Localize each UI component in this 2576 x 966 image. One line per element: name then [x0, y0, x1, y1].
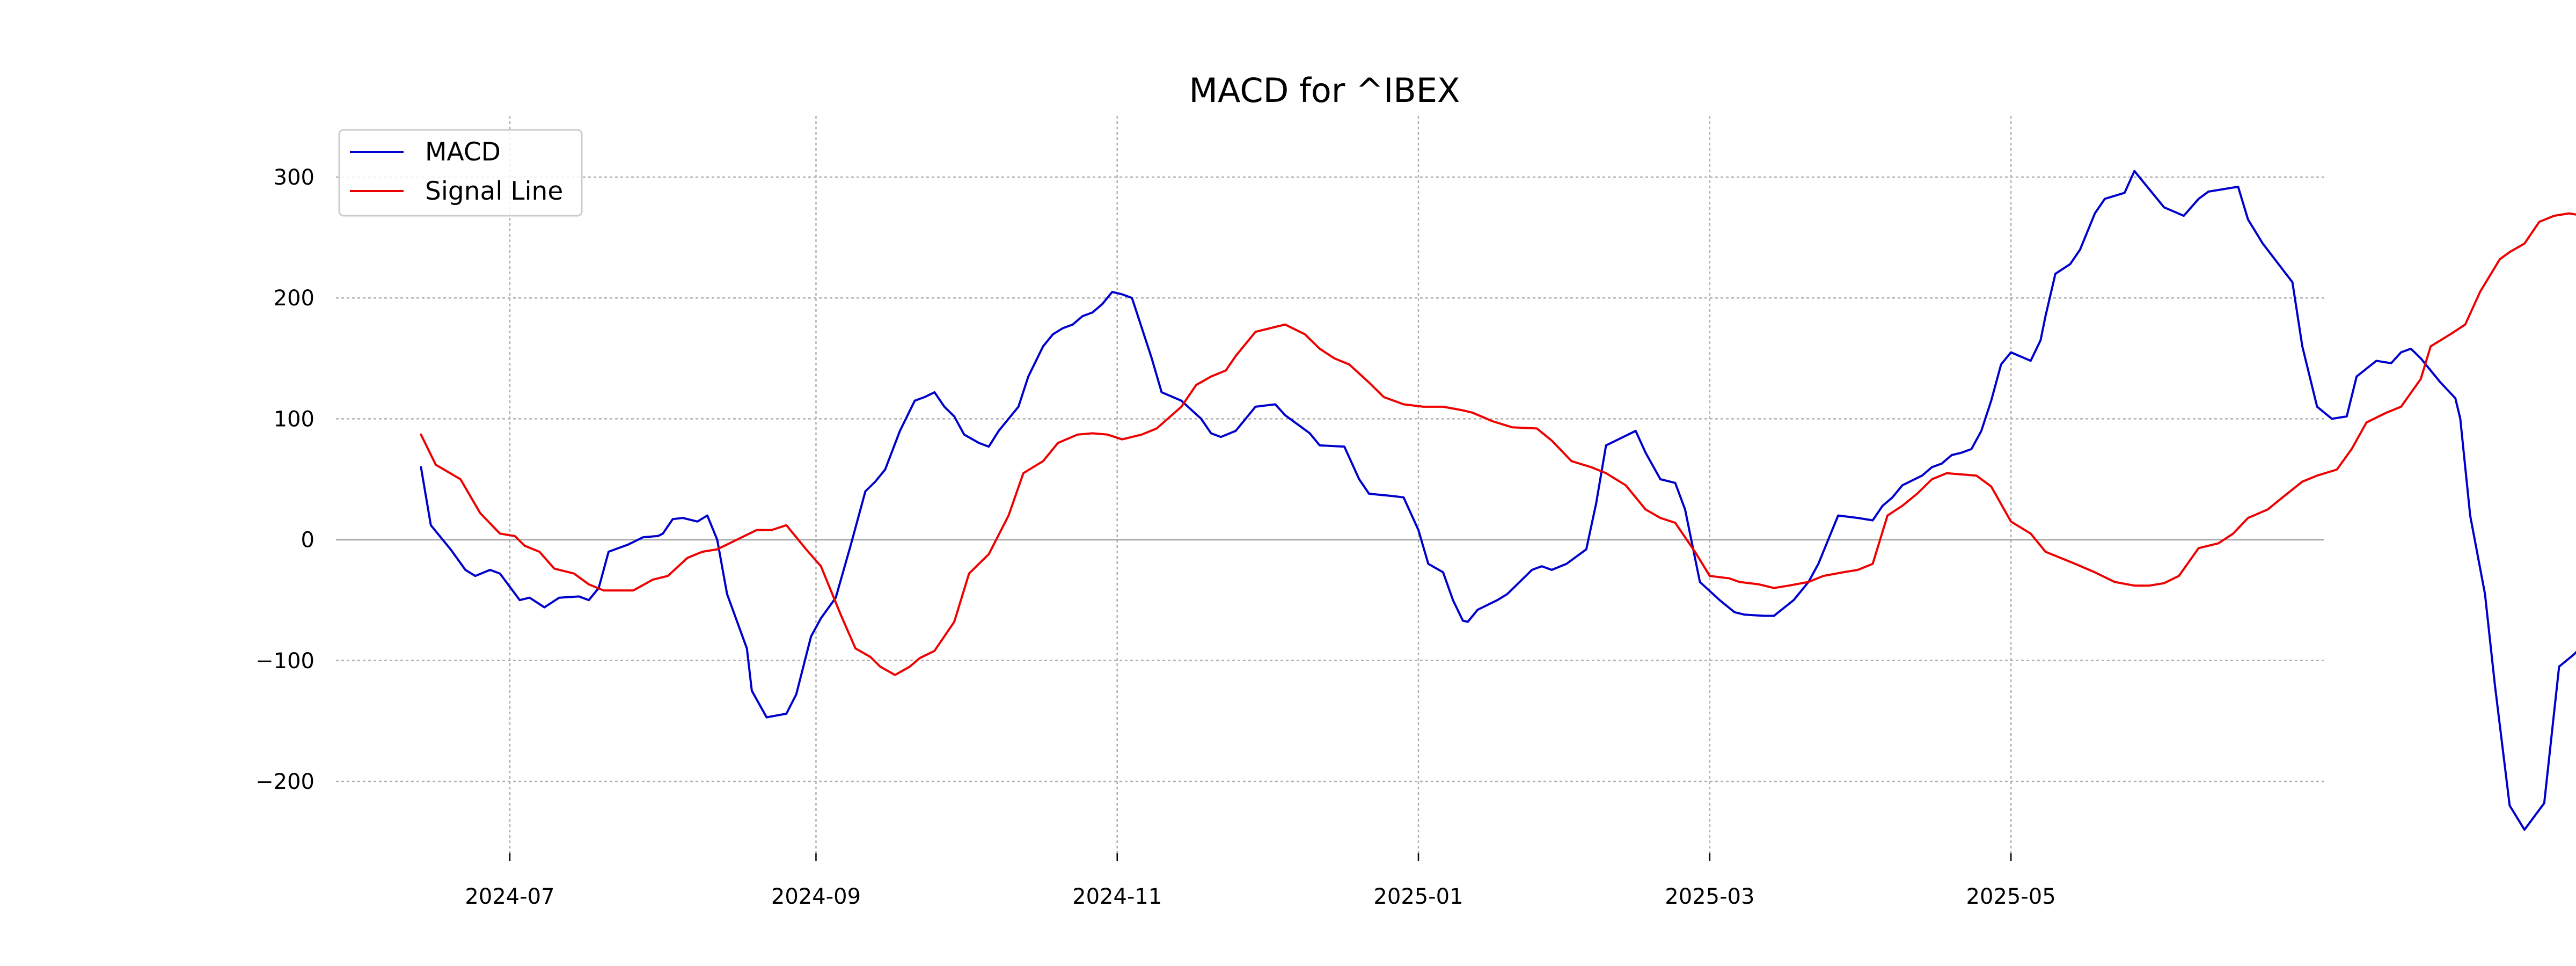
x-tick-label: 2024-09 [771, 884, 861, 909]
x-tick-label: 2024-11 [1072, 884, 1162, 909]
y-gridlines [336, 176, 2324, 782]
legend-macd-label: MACD [425, 137, 501, 167]
y-tick-label: 200 [274, 286, 314, 311]
y-tick-label: 300 [274, 165, 314, 190]
y-tick-label: −200 [255, 770, 314, 794]
chart-title: MACD for ^IBEX [1189, 71, 1460, 110]
y-axis-ticks: 300 200 100 0 −100 −200 [255, 165, 314, 794]
legend: MACD Signal Line [338, 129, 583, 217]
legend-signal-label: Signal Line [425, 177, 563, 206]
macd-series-line [420, 170, 2576, 831]
x-tick-label: 2025-05 [1966, 884, 2056, 909]
x-tick-label: 2025-03 [1665, 884, 1754, 909]
x-tick-label: 2024-07 [465, 884, 554, 909]
y-tick-label: −100 [255, 649, 314, 674]
y-tick-label: 0 [301, 528, 314, 553]
x-axis-ticks: 2024-07 2024-09 2024-11 2025-01 2025-03 2025-… [465, 853, 2056, 909]
signal-series-line [420, 212, 2576, 676]
series-layer [420, 170, 2576, 831]
y-tick-label: 100 [274, 407, 314, 431]
x-gridlines [509, 116, 2012, 853]
x-tick-label: 2025-01 [1373, 884, 1463, 909]
